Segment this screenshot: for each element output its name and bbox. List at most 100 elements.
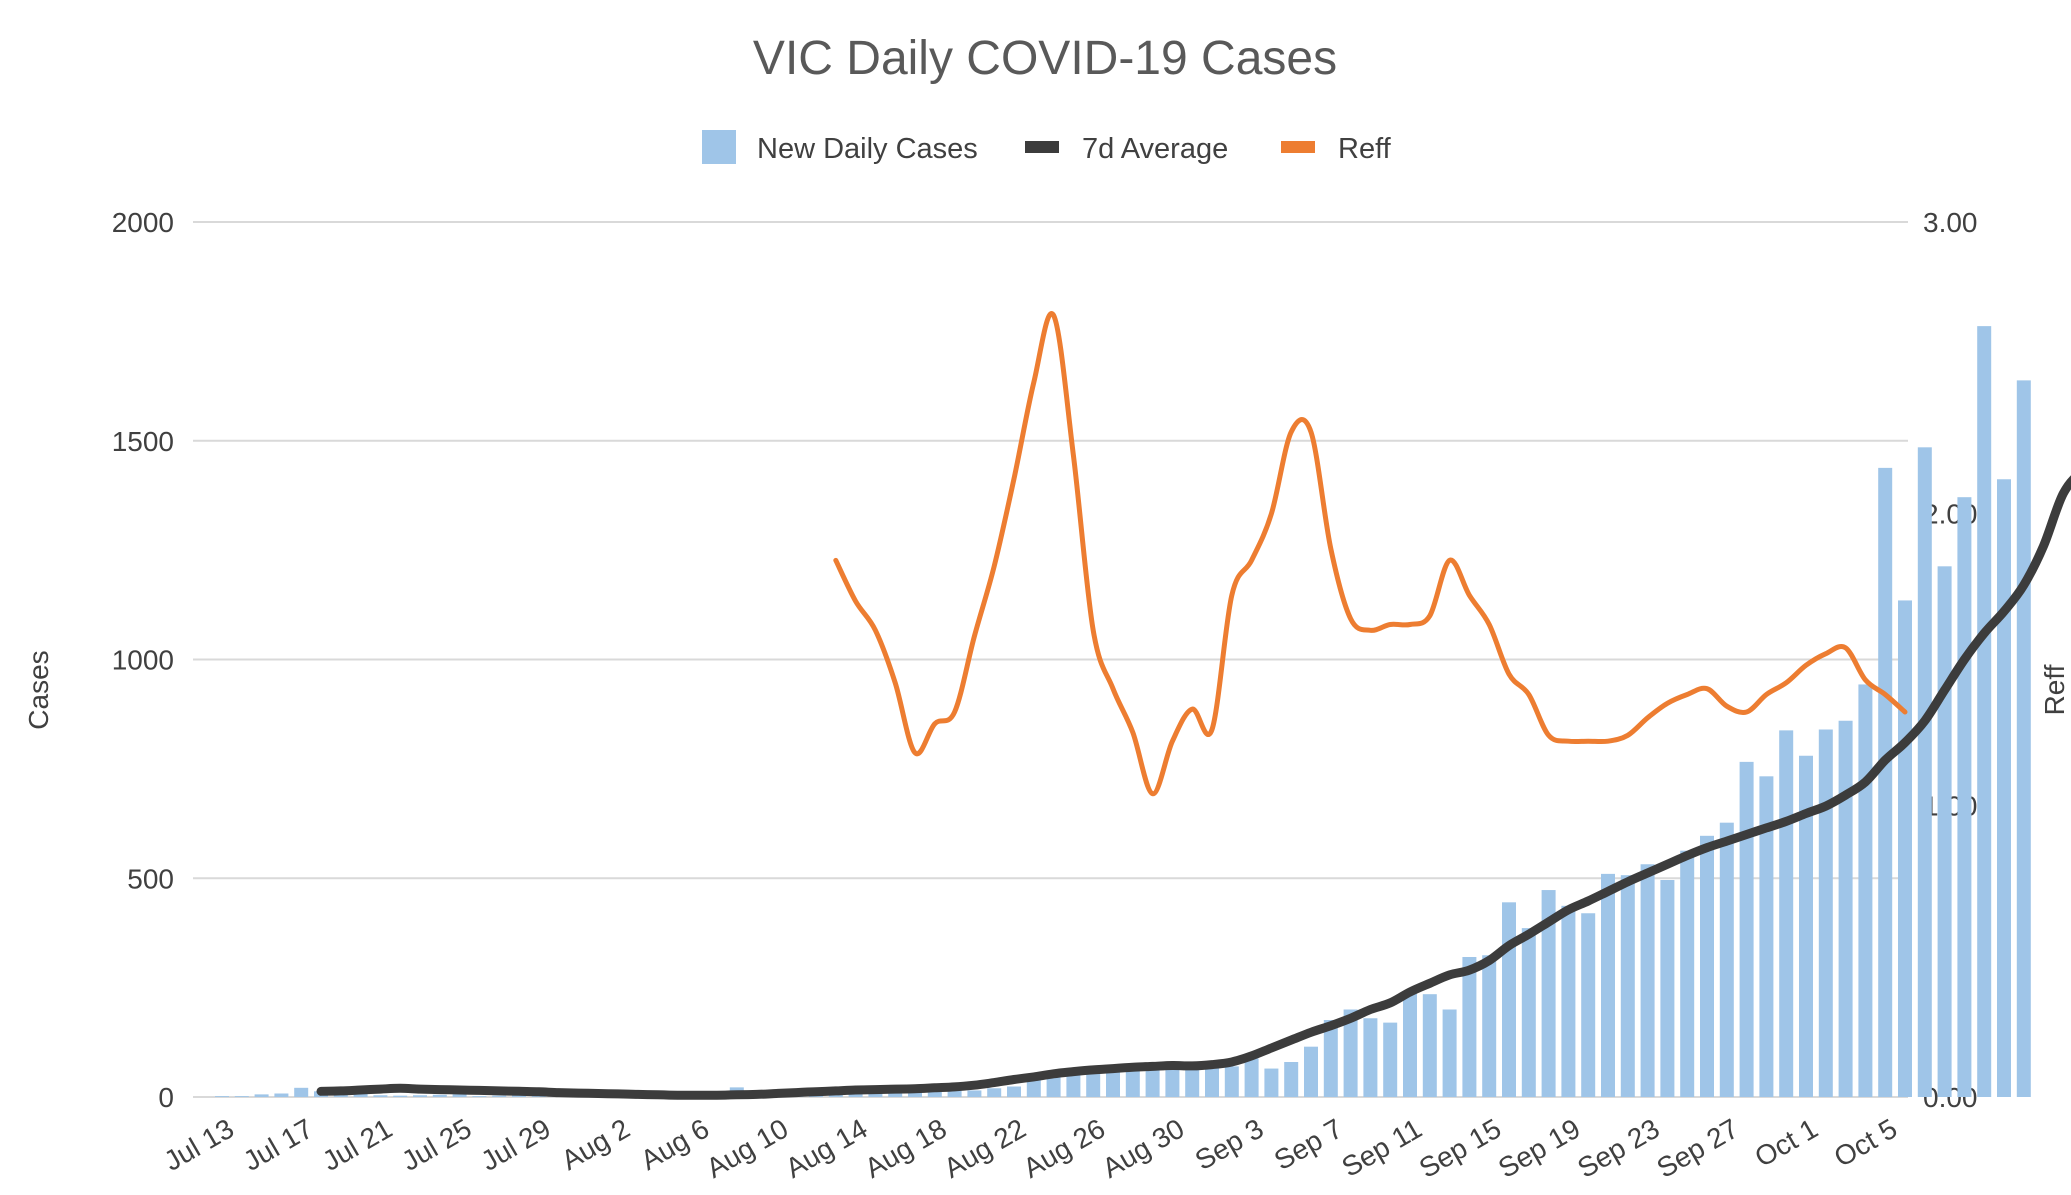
bar bbox=[1997, 479, 2011, 1097]
bar bbox=[254, 1094, 269, 1097]
bar bbox=[1026, 1076, 1041, 1097]
bar bbox=[1581, 913, 1596, 1097]
bar bbox=[492, 1095, 507, 1097]
bar bbox=[1700, 835, 1714, 1097]
bar bbox=[1323, 1020, 1338, 1097]
x-tick-label: Sep 27 bbox=[1651, 1113, 1743, 1184]
bar bbox=[967, 1090, 982, 1097]
bar bbox=[1779, 730, 1794, 1097]
bar bbox=[1541, 890, 1556, 1097]
y-axis-ticks: 0 500 1000 1500 2000 bbox=[112, 207, 174, 1113]
y2-axis-title: Reff bbox=[2039, 664, 2070, 715]
bar bbox=[1442, 1009, 1457, 1097]
bar bbox=[987, 1088, 1002, 1097]
x-tick-label: Jul 25 bbox=[396, 1113, 476, 1177]
bar bbox=[1680, 850, 1695, 1097]
bar bbox=[1205, 1062, 1219, 1097]
bar bbox=[1106, 1065, 1120, 1097]
x-tick-label: Aug 10 bbox=[701, 1113, 793, 1184]
bar bbox=[1502, 902, 1516, 1097]
y-tick-label: 2000 bbox=[112, 207, 174, 238]
x-tick-label: Aug 2 bbox=[556, 1113, 635, 1176]
bar bbox=[1799, 755, 1813, 1097]
bar bbox=[868, 1091, 883, 1097]
bar bbox=[1125, 1068, 1140, 1097]
x-tick-label: Sep 11 bbox=[1336, 1113, 1427, 1183]
bar bbox=[1284, 1062, 1299, 1097]
bar bbox=[432, 1094, 447, 1097]
bar bbox=[1561, 905, 1576, 1097]
x-tick-label: Oct 5 bbox=[1829, 1113, 1902, 1173]
x-tick-label: Oct 1 bbox=[1750, 1113, 1823, 1173]
bar bbox=[1363, 1018, 1378, 1097]
x-tick-label: Aug 26 bbox=[1018, 1113, 1110, 1184]
bar bbox=[1383, 1022, 1398, 1097]
x-tick-label: Jul 21 bbox=[317, 1113, 397, 1177]
x-tick-label: Jul 13 bbox=[159, 1113, 239, 1177]
x-tick-label: Aug 18 bbox=[859, 1113, 951, 1184]
bar bbox=[1343, 1009, 1358, 1097]
bar bbox=[1086, 1070, 1101, 1097]
bar bbox=[1066, 1072, 1081, 1097]
bar bbox=[274, 1093, 289, 1097]
x-tick-label: Sep 3 bbox=[1190, 1113, 1269, 1176]
line-series bbox=[316, 311, 2071, 1100]
bar bbox=[1482, 955, 1497, 1097]
legend-label-7d-average: 7d Average bbox=[1082, 133, 1228, 165]
y2-tick-label: 3.00 bbox=[1923, 207, 1978, 238]
bar bbox=[234, 1096, 249, 1097]
bar bbox=[1165, 1065, 1180, 1097]
bar bbox=[1917, 447, 1932, 1097]
bar bbox=[1957, 497, 1972, 1097]
bar bbox=[888, 1090, 903, 1097]
bar bbox=[1145, 1069, 1160, 1097]
bar bbox=[1977, 326, 1992, 1097]
bar bbox=[1264, 1068, 1279, 1097]
y-tick-label: 500 bbox=[127, 863, 174, 894]
bar bbox=[1601, 873, 1615, 1097]
bar bbox=[1244, 1058, 1259, 1097]
series-line-7d-average bbox=[316, 475, 2071, 1100]
bar bbox=[1838, 720, 1853, 1097]
legend: New Daily Cases 7d Average Reff bbox=[702, 130, 1392, 165]
bar bbox=[215, 1096, 229, 1097]
x-tick-label: Aug 30 bbox=[1097, 1113, 1189, 1184]
x-tick-label: Jul 17 bbox=[238, 1113, 318, 1177]
bar bbox=[947, 1088, 962, 1097]
bar bbox=[333, 1094, 348, 1097]
bar bbox=[1620, 875, 1635, 1097]
legend-label-reff: Reff bbox=[1338, 133, 1392, 165]
bar bbox=[294, 1087, 309, 1097]
x-tick-label: Aug 6 bbox=[635, 1113, 714, 1176]
x-tick-label: Aug 22 bbox=[939, 1113, 1031, 1184]
chart-title: VIC Daily COVID-19 Cases bbox=[753, 32, 1337, 85]
bar bbox=[1007, 1086, 1021, 1097]
y-tick-label: 1500 bbox=[112, 426, 174, 457]
bar bbox=[1937, 566, 1952, 1097]
bar bbox=[512, 1095, 526, 1097]
y-tick-label: 0 bbox=[158, 1082, 174, 1113]
bar bbox=[927, 1090, 942, 1097]
bar bbox=[1640, 864, 1655, 1097]
bar bbox=[472, 1096, 487, 1097]
x-tick-label: Sep 7 bbox=[1269, 1113, 1348, 1176]
y-tick-label: 1000 bbox=[112, 645, 174, 676]
x-tick-label: Jul 29 bbox=[476, 1113, 556, 1177]
bar bbox=[1719, 822, 1734, 1097]
bar bbox=[1403, 993, 1417, 1097]
bar bbox=[2016, 380, 2031, 1097]
bar bbox=[353, 1093, 368, 1097]
bar bbox=[452, 1094, 467, 1097]
x-tick-label: Sep 19 bbox=[1493, 1113, 1585, 1184]
bar bbox=[1759, 776, 1774, 1097]
legend-swatch-7d-average bbox=[1025, 141, 1059, 153]
series-line-reff bbox=[833, 311, 1908, 797]
x-tick-label: Sep 15 bbox=[1414, 1113, 1506, 1184]
bar bbox=[1660, 880, 1675, 1097]
bar bbox=[1878, 467, 1893, 1097]
bar bbox=[1046, 1077, 1061, 1097]
bar bbox=[1898, 600, 1912, 1097]
x-tick-label: Sep 23 bbox=[1572, 1113, 1664, 1184]
